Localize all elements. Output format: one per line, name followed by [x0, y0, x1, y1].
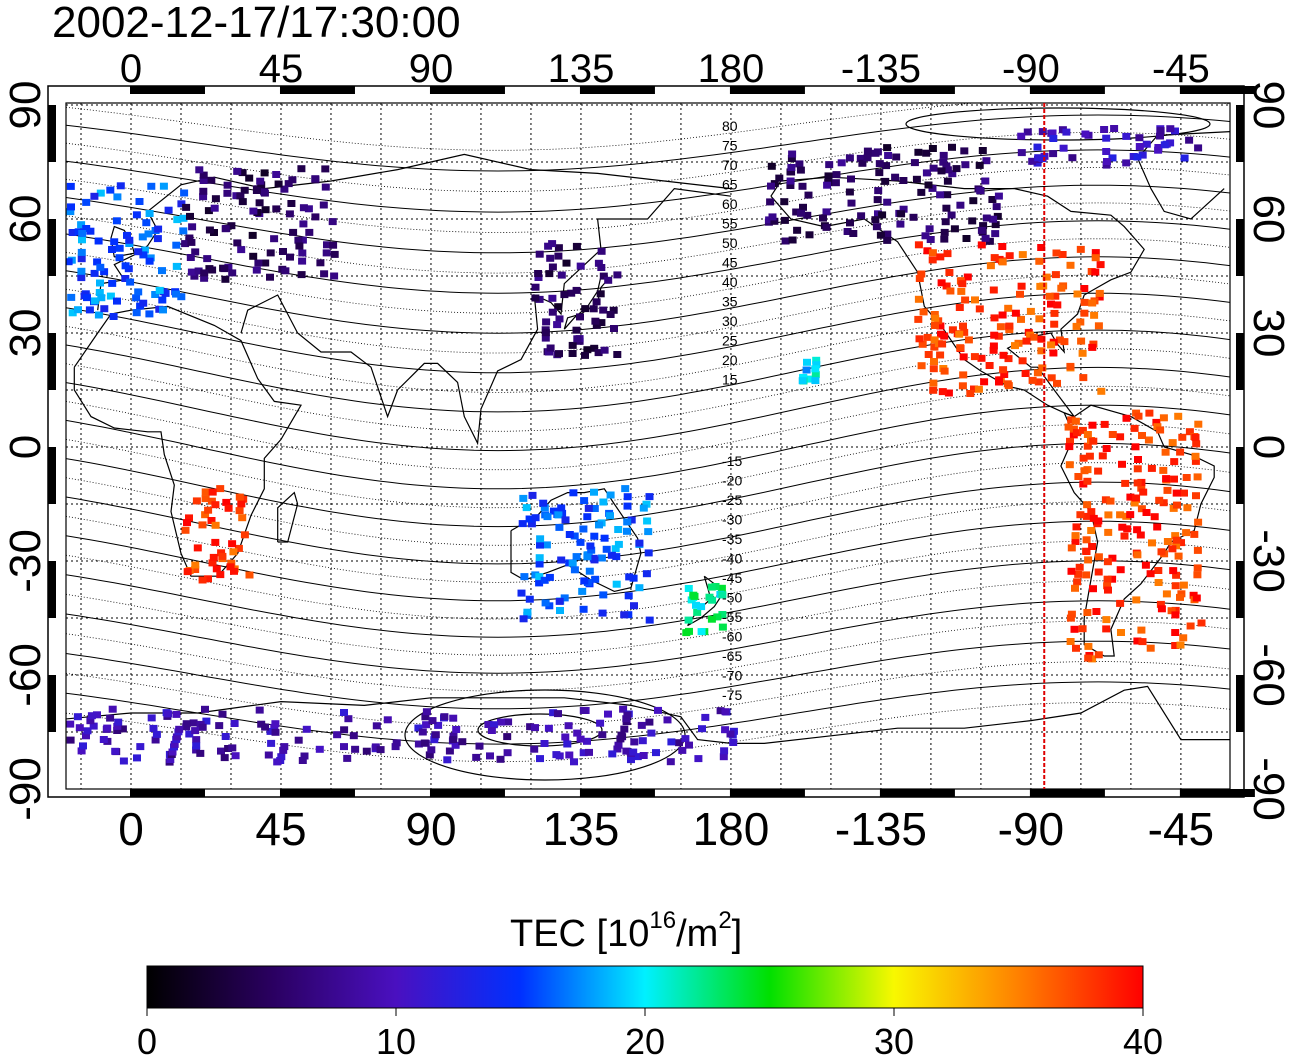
contour-label: -30	[722, 512, 742, 528]
y-left-tick-label: 60	[1, 195, 50, 244]
contour-label: 45	[722, 255, 738, 271]
contour-label: 80	[722, 118, 738, 134]
x-bottom-tick-label: 180	[693, 803, 770, 855]
contour-label: 65	[722, 177, 738, 193]
contour-label: -60	[722, 629, 742, 645]
y-right-tick-label: 60	[1244, 195, 1292, 244]
colorbar-ticks: 0 10 20 30 40	[137, 1008, 1163, 1057]
contour-label: 70	[722, 157, 738, 173]
colorbar-tick-label: 30	[874, 1021, 914, 1057]
contour-label: 40	[722, 274, 738, 290]
colorbar-tick-label: 40	[1123, 1021, 1163, 1057]
colorbar-label-exp2: 2	[718, 907, 731, 934]
x-bottom-tick-label: 45	[255, 803, 306, 855]
x-top-tick-label: -90	[1002, 47, 1060, 91]
contour-label: 50	[722, 235, 738, 251]
contour-labels-south: -15 -20 -25 -30 -35 -40 -45 -50 -55 -60 -65 -70 -75	[722, 453, 742, 703]
x-top-tick-label: 45	[259, 47, 304, 91]
tec-data-cells	[66, 125, 1206, 766]
contour-label: 25	[722, 333, 738, 349]
colorbar-tick-label: 0	[137, 1021, 157, 1057]
colorbar-tick-label: 20	[625, 1021, 665, 1057]
y-right-tick-label: 0	[1244, 435, 1292, 459]
x-bottom-tick-label: 135	[543, 803, 620, 855]
y-right-tick-label: 30	[1244, 309, 1292, 358]
colorbar-label-close: ]	[732, 913, 743, 955]
coastlines	[66, 131, 1230, 744]
colorbar-label: TEC [1016/m2]	[510, 907, 742, 955]
x-top-tick-label: 180	[698, 47, 765, 91]
contour-label: -40	[722, 551, 742, 567]
colorbar-label-exp1: 16	[649, 907, 676, 934]
x-top-tick-label: -135	[841, 47, 921, 91]
contour-label: -55	[722, 609, 742, 625]
contour-label: -25	[722, 492, 742, 508]
contour-label: 75	[722, 138, 738, 154]
contour-label: 55	[722, 216, 738, 232]
contour-label: -65	[722, 648, 742, 664]
x-top-tick-label: -45	[1152, 47, 1210, 91]
figure-title: 2002-12-17/17:30:00	[52, 0, 461, 47]
plot-frame	[65, 102, 1231, 790]
contour-label: 30	[722, 313, 738, 329]
x-top-tick-label: 0	[120, 47, 142, 91]
y-left-tick-label: -90	[1, 757, 50, 821]
contour-label: 20	[722, 352, 738, 368]
x-bottom-tick-label: 90	[405, 803, 456, 855]
x-bottom-tick-label: 0	[118, 803, 144, 855]
contour-label: -50	[722, 590, 742, 606]
contour-label: -15	[722, 453, 742, 469]
y-left-tick-label: 0	[1, 435, 50, 459]
contour-label: 15	[722, 372, 738, 388]
colorbar-tick-label: 10	[376, 1021, 416, 1057]
y-axis-right-labels: 90 60 30 0 -30 -60 -90	[1244, 81, 1292, 821]
colorbar-label-main: TEC [10	[510, 913, 649, 955]
contour-label: -75	[722, 687, 742, 703]
y-left-tick-label: -30	[1, 529, 50, 593]
x-axis-top-labels: 0 45 90 135 180 -135 -90 -45	[120, 47, 1210, 91]
y-right-tick-label: 90	[1244, 81, 1292, 130]
contour-label: -35	[722, 531, 742, 547]
frame-ticks	[48, 86, 1255, 797]
x-bottom-tick-label: -90	[998, 803, 1064, 855]
x-bottom-tick-label: -135	[835, 803, 927, 855]
y-axis-left-labels: 90 60 30 0 -30 -60 -90	[1, 81, 50, 821]
contour-label: 60	[722, 196, 738, 212]
y-right-tick-label: -30	[1244, 529, 1292, 593]
y-right-tick-label: -60	[1244, 643, 1292, 707]
contour-label: 35	[722, 294, 738, 310]
x-bottom-tick-label: -45	[1148, 803, 1214, 855]
y-left-tick-label: -60	[1, 643, 50, 707]
y-left-tick-label: 30	[1, 309, 50, 358]
x-top-tick-label: 135	[548, 47, 615, 91]
contour-label: -70	[722, 668, 742, 684]
y-left-tick-label: 90	[1, 81, 50, 130]
contour-label: -20	[722, 473, 742, 489]
colorbar	[146, 965, 1144, 1009]
colorbar-label-unit: /m	[676, 913, 718, 955]
y-right-tick-label: -90	[1244, 757, 1292, 821]
contour-labels-north: 80 75 70 65 60 55 50 45 40 35 30 25 20 15	[722, 118, 738, 388]
x-top-tick-label: 90	[409, 47, 454, 91]
x-axis-bottom-labels: 0 45 90 135 180 -135 -90 -45	[118, 803, 1214, 855]
contour-label: -45	[722, 570, 742, 586]
